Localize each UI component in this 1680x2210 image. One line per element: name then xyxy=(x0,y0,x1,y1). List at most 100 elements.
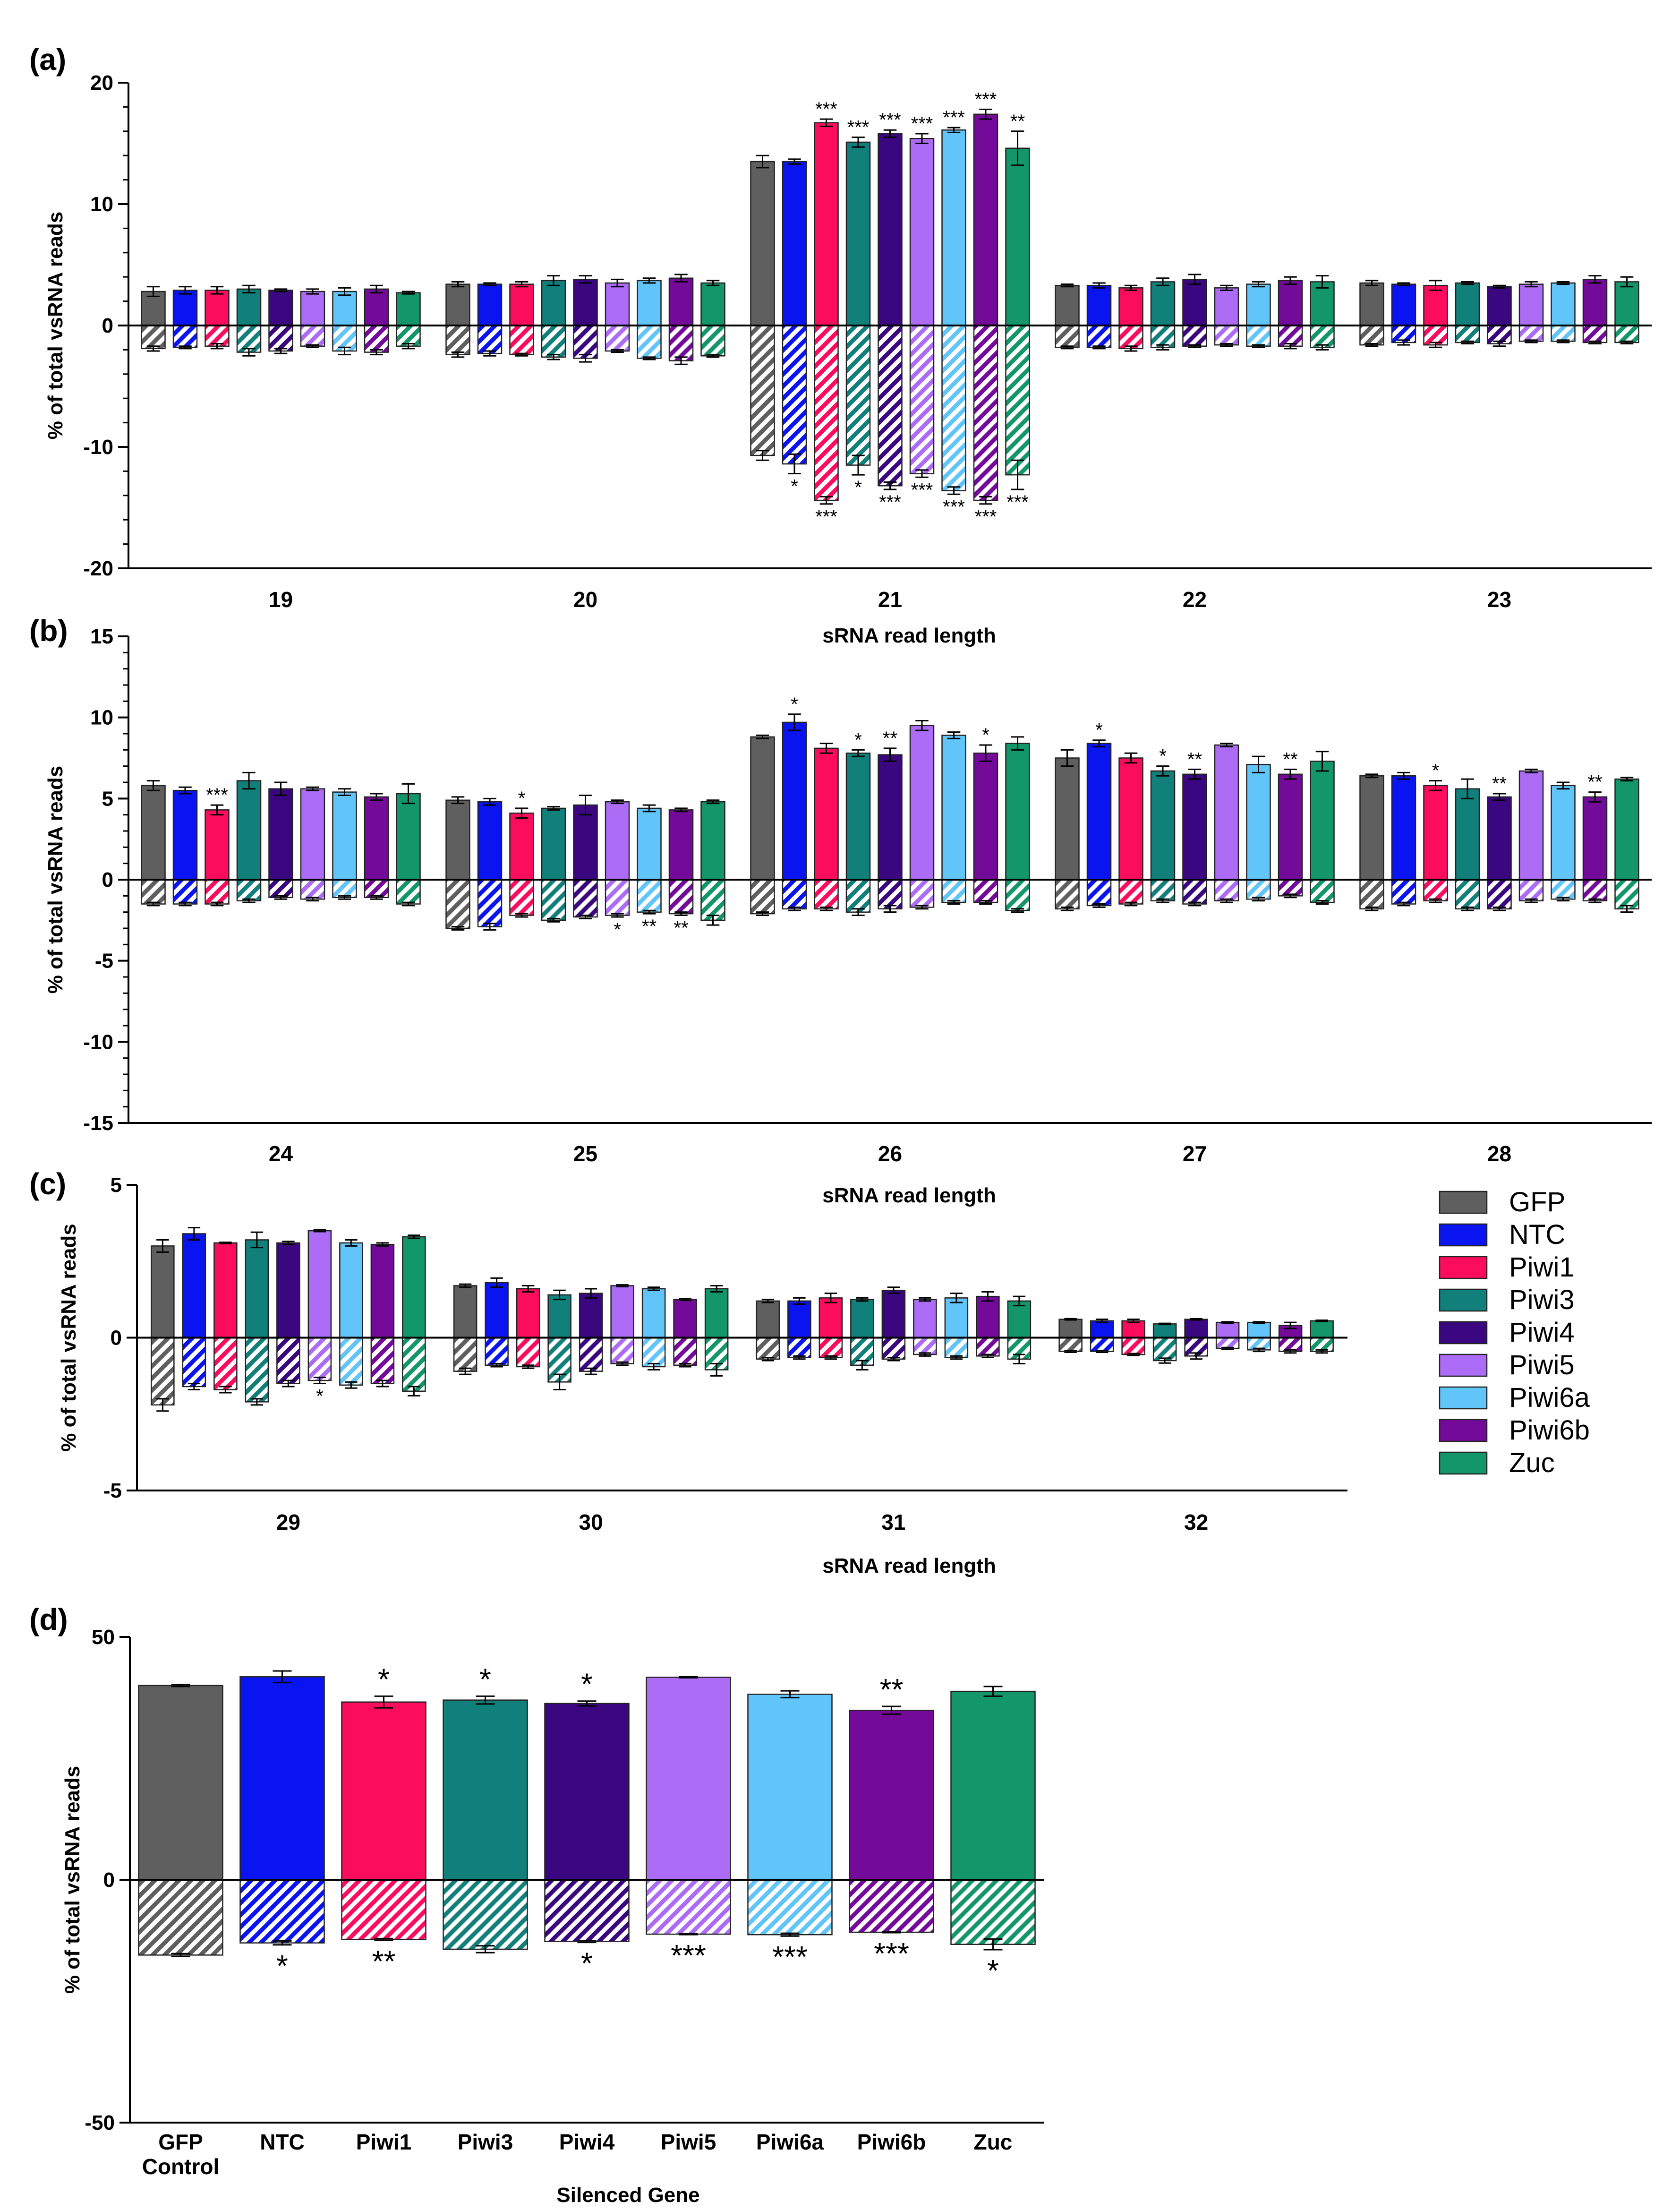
bar-positive-piwi1 xyxy=(205,809,230,881)
bar-positive-piwi4 xyxy=(544,1703,630,1881)
bar-positive-piwi3 xyxy=(1455,788,1480,881)
bar-negative-gfp xyxy=(141,879,166,905)
x-tick-label: Piwi3 xyxy=(458,2130,513,2154)
x-tick-label: Piwi1 xyxy=(356,2130,412,2154)
bar-positive-ntc xyxy=(1086,743,1112,881)
bar-negative-piwi3 xyxy=(541,325,566,358)
significance-marker: *** xyxy=(815,99,837,120)
bar-negative-piwi1 xyxy=(213,1337,238,1390)
bar-negative-gfp xyxy=(151,1337,175,1406)
bar-negative-gfp xyxy=(1359,325,1384,346)
bar-positive-piwi1 xyxy=(1423,284,1448,326)
bar-negative-piwi4 xyxy=(268,325,293,352)
y-tick-label: 20 xyxy=(90,71,113,94)
y-tick-label: 10 xyxy=(90,706,113,729)
bar-negative-piwi6b xyxy=(1278,879,1303,897)
legend-label-piwi6a: Piwi6a xyxy=(1509,1382,1590,1413)
bar-negative-piwi3 xyxy=(1150,879,1176,901)
bar-positive-piwi6a xyxy=(332,291,357,326)
legend-label-piwi1: Piwi1 xyxy=(1509,1252,1575,1283)
y-tick-label: 10 xyxy=(90,193,113,216)
bar-negative-gfp xyxy=(138,1879,223,1956)
legend-label-piwi4: Piwi4 xyxy=(1509,1317,1575,1348)
bar-negative-piwi6a xyxy=(944,1337,969,1358)
bar-negative-ntc xyxy=(477,879,503,927)
bar-positive-zuc xyxy=(1310,281,1335,326)
legend-label-piwi3: Piwi3 xyxy=(1509,1285,1575,1315)
bar-positive-gfp xyxy=(445,283,470,326)
bar-positive-piwi3 xyxy=(245,1239,269,1338)
bar-positive-ntc xyxy=(239,1676,325,1881)
bar-negative-piwi3 xyxy=(1150,325,1176,348)
x-axis-title: sRNA read length xyxy=(822,1554,996,1577)
significance-marker: * xyxy=(854,729,862,750)
bar-negative-piwi4 xyxy=(1487,879,1512,910)
bar-negative-piwi6b xyxy=(976,1337,1000,1357)
significance-marker: *** xyxy=(847,117,870,138)
legend-swatch-ntc xyxy=(1439,1223,1488,1247)
bar-positive-piwi4 xyxy=(268,290,293,326)
y-tick-label: 5 xyxy=(102,787,113,810)
bar-negative-piwi5 xyxy=(646,1879,731,1935)
bar-positive-piwi6a xyxy=(1246,283,1271,326)
bar-negative-ntc xyxy=(787,1337,811,1358)
bar-positive-zuc xyxy=(700,801,725,881)
y-tick-label: -10 xyxy=(83,436,113,459)
bar-negative-zuc xyxy=(700,879,725,921)
bar-positive-gfp xyxy=(1058,1319,1083,1338)
bar-negative-piwi6a xyxy=(641,1337,666,1368)
bar-negative-piwi6a xyxy=(637,879,662,913)
bar-negative-piwi6a xyxy=(1246,325,1271,347)
bar-negative-piwi4 xyxy=(878,879,903,910)
bar-positive-zuc xyxy=(1007,1300,1032,1338)
significance-marker: * xyxy=(987,1953,999,1987)
bar-negative-zuc xyxy=(1614,325,1639,343)
bar-negative-piwi1 xyxy=(1423,879,1448,901)
bar-positive-piwi6a xyxy=(1551,282,1576,326)
bar-positive-piwi1 xyxy=(814,122,839,326)
bar-negative-piwi6a xyxy=(637,325,662,359)
bar-negative-piwi4 xyxy=(1182,325,1207,347)
bar-negative-piwi5 xyxy=(1214,879,1239,901)
bar-negative-piwi4 xyxy=(573,879,598,918)
bar-negative-piwi1 xyxy=(814,879,839,910)
bar-positive-piwi1 xyxy=(341,1701,426,1881)
bar-negative-piwi6b xyxy=(1582,325,1608,343)
bar-positive-zuc xyxy=(1005,743,1030,881)
bar-negative-piwi5 xyxy=(1518,325,1544,342)
bar-negative-piwi6b xyxy=(1582,879,1608,901)
bar-negative-piwi5 xyxy=(605,325,630,352)
bar-positive-piwi1 xyxy=(1118,287,1143,326)
bar-positive-ntc xyxy=(172,290,198,326)
bar-positive-gfp xyxy=(756,1300,780,1338)
x-tick-label: 27 xyxy=(1183,1141,1207,1166)
significance-marker: * xyxy=(581,1667,593,1701)
bar-positive-piwi3 xyxy=(443,1699,528,1881)
bar-positive-piwi6b xyxy=(973,113,998,326)
bar-positive-zuc xyxy=(396,292,421,326)
legend-swatch-piwi3 xyxy=(1439,1288,1488,1312)
significance-marker: * xyxy=(378,1662,390,1696)
bar-positive-ntc xyxy=(182,1233,206,1338)
x-axis-title: Silenced Gene xyxy=(556,2184,699,2207)
bar-positive-piwi3 xyxy=(236,288,262,326)
bar-positive-piwi6a xyxy=(1247,1321,1271,1338)
bar-negative-piwi5 xyxy=(610,1337,634,1364)
bar-positive-ntc xyxy=(485,1282,509,1338)
x-tick-label: 25 xyxy=(573,1141,597,1166)
significance-marker: * xyxy=(854,477,862,498)
bar-positive-piwi6b xyxy=(1278,773,1303,881)
bar-positive-piwi5 xyxy=(307,1230,332,1338)
bar-negative-piwi3 xyxy=(1152,1337,1177,1362)
bar-positive-ntc xyxy=(172,789,198,881)
bar-negative-gfp xyxy=(750,879,775,915)
bar-negative-zuc xyxy=(1614,879,1639,910)
y-tick-label: -5 xyxy=(95,950,113,973)
significance-marker: * xyxy=(316,1386,324,1407)
bar-positive-piwi6b xyxy=(370,1243,395,1338)
significance-marker: * xyxy=(791,476,798,497)
panel-c: -5 0 5 (c) % of total vsRNA reads sRNA read l… xyxy=(29,1167,1347,1577)
bar-negative-zuc xyxy=(402,1337,426,1392)
bar-positive-zuc xyxy=(1614,778,1639,881)
significance-marker: * xyxy=(614,919,621,940)
